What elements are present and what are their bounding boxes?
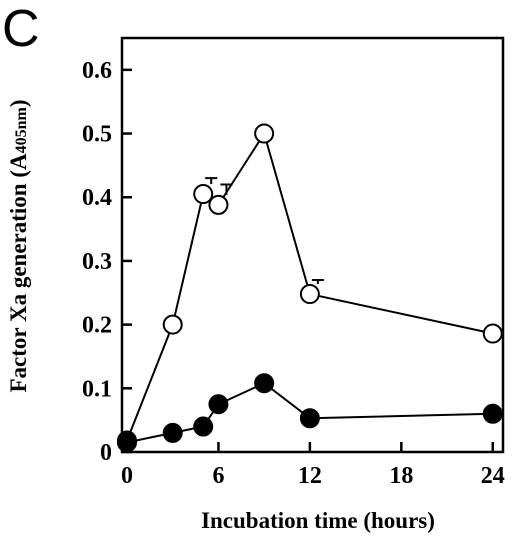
axes [120,36,505,454]
x-axis-title: Incubation time (hours) [201,508,435,533]
x-ticks: 0 6 12 18 24 [121,442,505,489]
y-tick-label: 0.5 [82,122,112,148]
data-point [117,432,137,453]
data-point [254,123,275,144]
y-tick-label: 0.6 [82,58,112,84]
y-axis-title: Factor Xa generation (A405nm) [6,99,31,392]
data-point [193,184,214,205]
data-point [162,314,183,335]
x-tick-label: 12 [298,463,322,489]
y-axis-title-main: Factor Xa generation (A [6,153,31,392]
y-tick-label: 0.3 [82,249,112,275]
series-open-circle [117,123,503,451]
x-tick-label: 6 [212,463,224,489]
data-point [254,373,275,394]
data-point [299,284,320,305]
y-axis-title-end: ) [6,99,31,107]
data-point [482,403,503,424]
series-layer [117,123,503,453]
plot-frame [120,36,505,454]
data-point [208,394,229,415]
y-tick-label: 0 [100,440,112,466]
y-tick-label: 0.4 [82,185,112,211]
y-tick-label: 0.2 [82,313,112,339]
panel-letter: C [2,0,40,58]
x-tick-label: 18 [389,463,413,489]
series-filled-circle [117,373,503,453]
x-tick-label: 24 [481,463,505,489]
x-tick-label: 0 [121,463,133,489]
y-tick-label: 0.1 [82,376,112,402]
data-point [208,194,229,215]
data-point [299,408,320,429]
data-point [162,422,183,443]
data-point [193,416,214,437]
y-axis-title-sub: 405nm [13,107,30,154]
y-ticks: 0 0.1 0.2 0.3 0.4 0.5 0.6 [82,58,132,466]
data-point [482,323,503,344]
